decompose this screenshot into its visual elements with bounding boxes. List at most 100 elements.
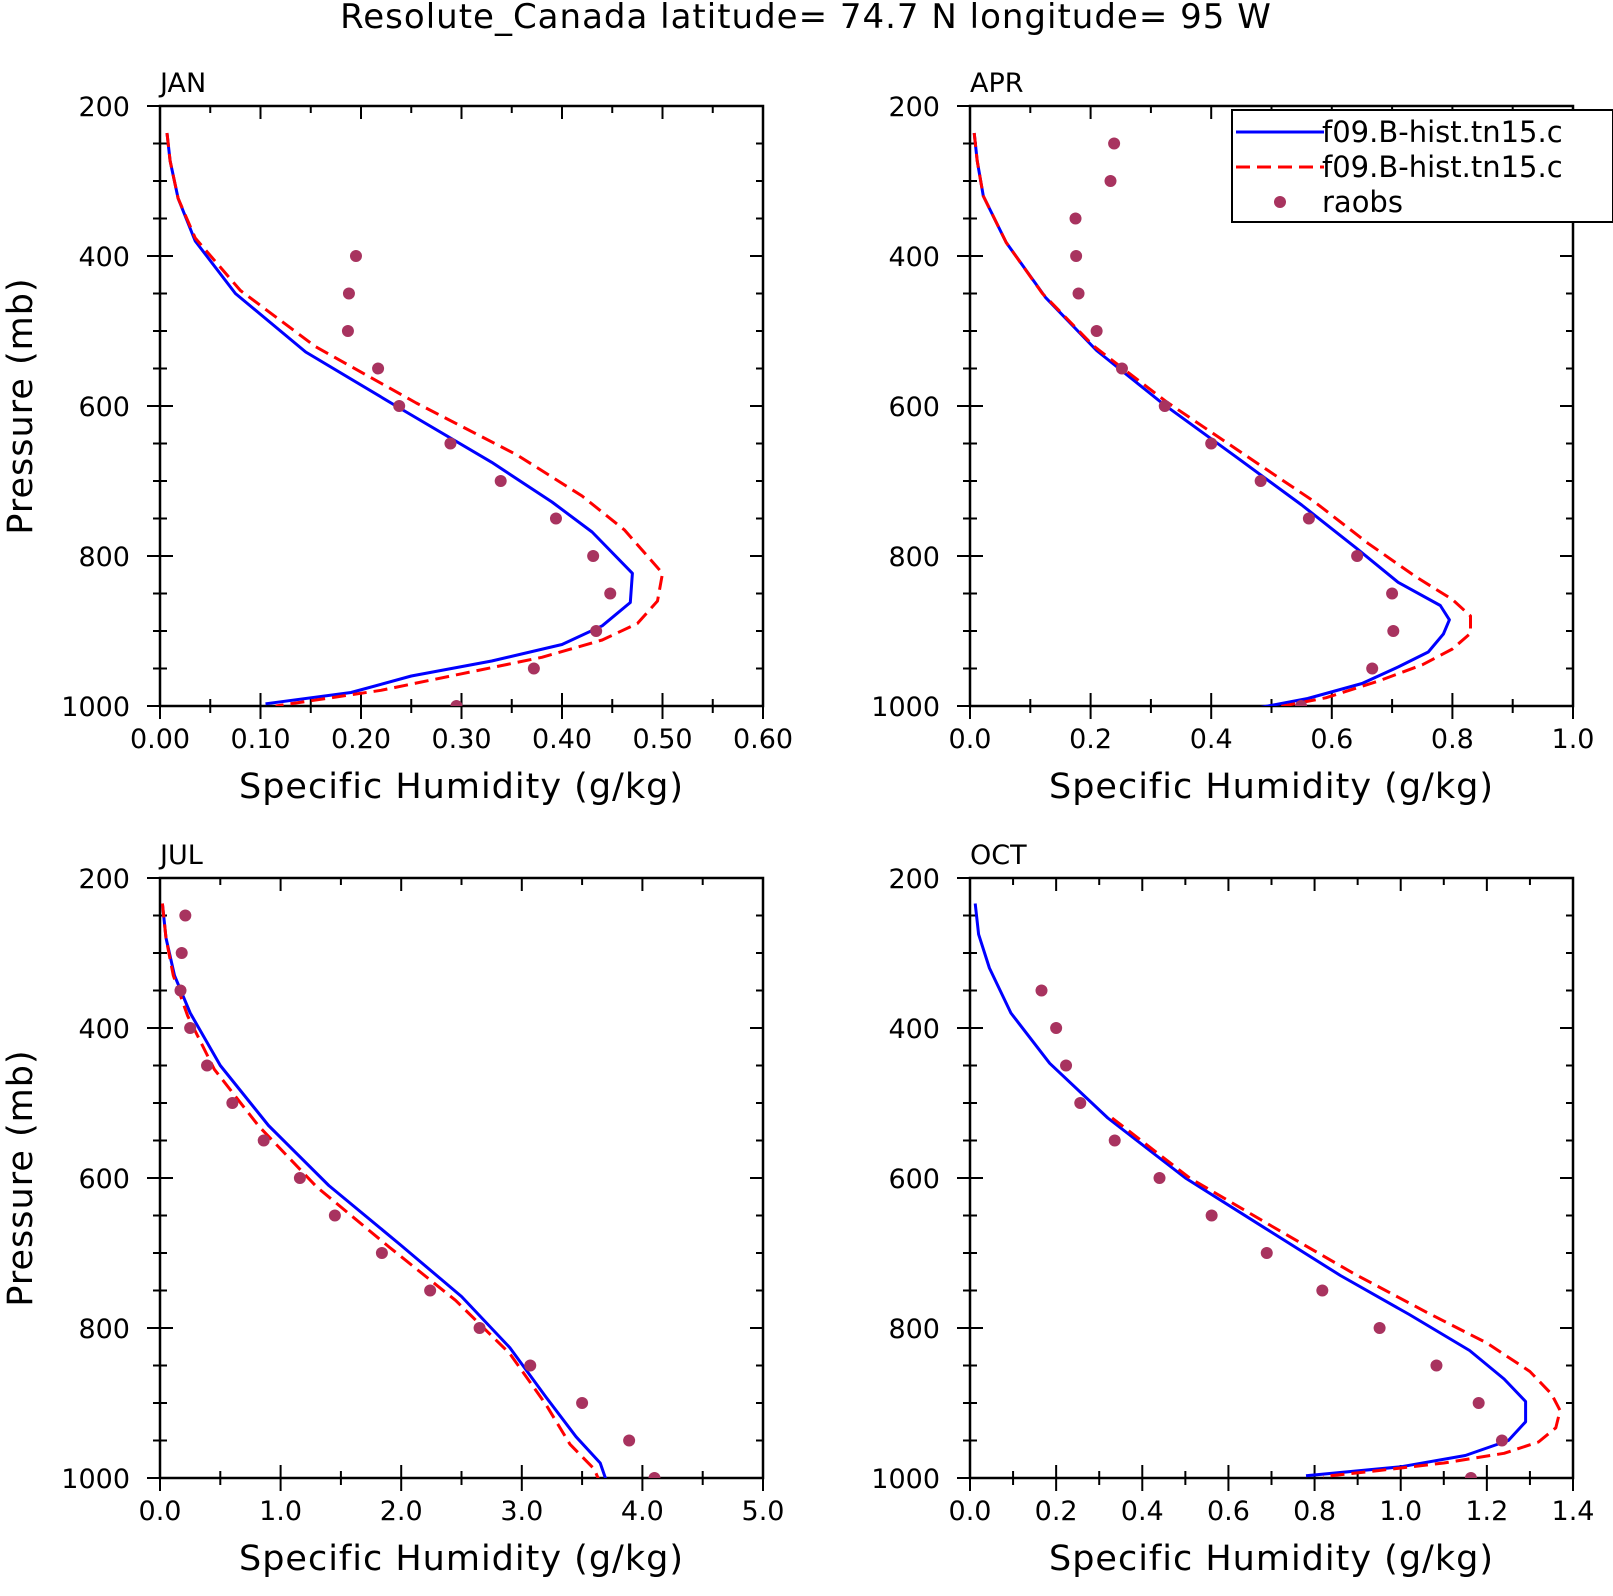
- x-tick-label: 0.4: [1190, 724, 1233, 755]
- x-tick-label: 0.0: [949, 1496, 992, 1527]
- x-tick-label: 0.60: [733, 724, 793, 755]
- x-tick-label: 0.30: [431, 724, 491, 755]
- plot-frame: [968, 876, 1575, 1480]
- legend-symbol-dot: [1274, 196, 1286, 208]
- plot-frame: [158, 876, 765, 1480]
- raobs-point: [1069, 212, 1082, 225]
- raobs-point: [175, 947, 188, 959]
- series-group: [165, 132, 664, 706]
- raobs-point: [179, 909, 192, 922]
- y-tick-label: 1000: [871, 1464, 940, 1495]
- x-tick-label: 0.8: [1431, 724, 1474, 755]
- x-tick-label: 4.0: [621, 1496, 664, 1527]
- model-line-dashed: [972, 132, 1472, 706]
- raobs-point: [1387, 625, 1400, 637]
- raobs-point: [174, 984, 187, 997]
- y-tick-label: 600: [888, 1164, 940, 1195]
- y-tick-label: 200: [888, 864, 940, 895]
- x-tick-label: 0.00: [130, 724, 190, 755]
- raobs-point: [1464, 1472, 1477, 1478]
- series-group: [160, 903, 661, 1478]
- raobs-point: [1104, 175, 1117, 187]
- model-line-solid: [973, 903, 1528, 1478]
- raobs-point: [494, 475, 507, 487]
- x-tick-label: 0.6: [1310, 724, 1353, 755]
- x-tick-label: 0.2: [1035, 1496, 1078, 1527]
- legend-label: f09.B-hist.tn15.c: [1322, 150, 1563, 184]
- x-tick-label: 1.4: [1552, 1496, 1595, 1527]
- raobs-point: [349, 250, 362, 262]
- y-tick-label: 400: [78, 1014, 130, 1045]
- x-tick-label: 0.4: [1121, 1496, 1164, 1527]
- raobs-point: [341, 325, 354, 337]
- raobs-point: [226, 1097, 239, 1109]
- raobs-point: [201, 1059, 214, 1072]
- raobs-point: [375, 1247, 388, 1259]
- x-tick-label: 1.0: [1379, 1496, 1422, 1527]
- model-line-solid: [165, 132, 634, 706]
- raobs-point: [1351, 550, 1364, 562]
- y-tick-label: 400: [78, 242, 130, 273]
- raobs-point: [1205, 1209, 1218, 1222]
- raobs-point: [1153, 1172, 1166, 1184]
- plot-frame: [158, 104, 765, 708]
- raobs-point: [1108, 137, 1121, 150]
- y-tick-label: 800: [888, 1314, 940, 1345]
- y-tick-label: 400: [888, 1014, 940, 1045]
- raobs-point: [1472, 1397, 1485, 1409]
- series-group: [973, 903, 1562, 1478]
- x-axis-label: Specific Humidity (g/kg): [239, 1539, 684, 1579]
- raobs-point: [1074, 1097, 1087, 1109]
- raobs-point: [1302, 512, 1315, 525]
- x-tick-label: 1.0: [259, 1496, 302, 1527]
- x-tick-label: 0.2: [1069, 724, 1112, 755]
- model-line-solid: [160, 903, 607, 1478]
- raobs-point: [590, 625, 603, 637]
- panel-label: OCT: [970, 840, 1027, 871]
- raobs-point: [1205, 437, 1218, 450]
- raobs-point: [1430, 1359, 1443, 1372]
- raobs-point: [293, 1172, 306, 1184]
- legend-box: [1231, 109, 1613, 223]
- raobs-point: [623, 1434, 636, 1447]
- model-line-dashed: [165, 132, 664, 706]
- raobs-point: [184, 1022, 197, 1034]
- x-axis-label: Specific Humidity (g/kg): [239, 767, 684, 807]
- x-tick-label: 0.20: [331, 724, 391, 755]
- raobs-point: [424, 1284, 437, 1297]
- raobs-point: [1115, 362, 1128, 375]
- y-tick-label: 600: [888, 392, 940, 423]
- y-tick-label: 200: [78, 864, 130, 895]
- raobs-point: [372, 362, 385, 375]
- y-tick-label: 200: [78, 92, 130, 123]
- y-tick-label: 800: [888, 542, 940, 573]
- x-axis-label: Specific Humidity (g/kg): [1049, 1539, 1494, 1579]
- x-tick-label: 5.0: [742, 1496, 785, 1527]
- x-axis-label: Specific Humidity (g/kg): [1049, 767, 1494, 807]
- raobs-point: [328, 1209, 341, 1222]
- raobs-point: [473, 1322, 486, 1334]
- y-tick-label: 1000: [871, 692, 940, 723]
- raobs-point: [576, 1397, 589, 1409]
- model-line-dashed: [1111, 1116, 1562, 1478]
- raobs-point: [1108, 1134, 1121, 1147]
- panel-label: JUL: [158, 840, 203, 871]
- raobs-point: [1035, 984, 1048, 997]
- panel-jul: JUL 200 400 600 800 1000 0.0 1.0 2.0 3.0 4.0 5.0 Spe…: [1, 840, 784, 1579]
- raobs-point: [444, 437, 457, 450]
- figure-title: Resolute_Canada latitude= 74.7 N longitu…: [340, 0, 1272, 37]
- x-tick-label: 0.0: [139, 1496, 182, 1527]
- x-tick-label: 0.6: [1207, 1496, 1250, 1527]
- raobs-point: [549, 512, 562, 525]
- x-tick-label: 1.0: [1552, 724, 1595, 755]
- raobs-point: [342, 287, 355, 300]
- raobs-point: [1260, 1247, 1273, 1259]
- legend-label: f09.B-hist.tn15.c: [1322, 115, 1563, 149]
- x-tick-label: 3.0: [500, 1496, 543, 1527]
- x-tick-label: 2.0: [380, 1496, 423, 1527]
- raobs-point: [1295, 700, 1308, 706]
- panel-oct: OCT 200 400 600 800 1000 0.0 0.2 0.4 0.6 0.8 1.0 1.2…: [871, 840, 1594, 1579]
- raobs-point: [527, 662, 540, 675]
- y-tick-label: 200: [888, 92, 940, 123]
